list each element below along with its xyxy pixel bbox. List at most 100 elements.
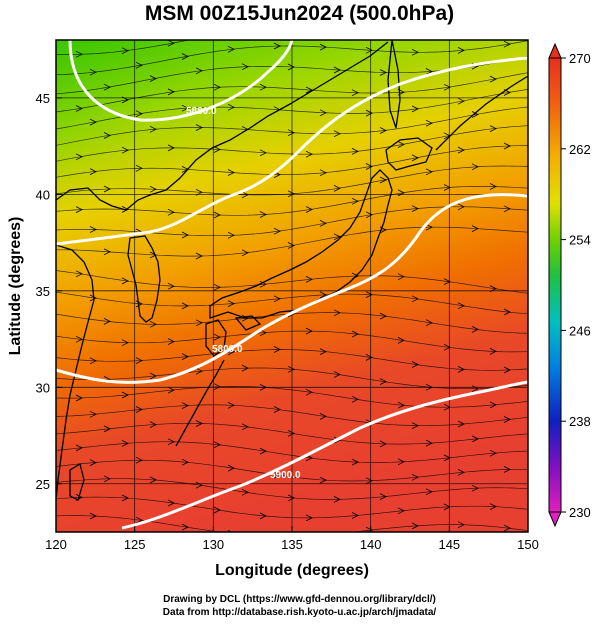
streamline-arrow xyxy=(103,475,111,483)
streamline-arrow xyxy=(75,50,83,58)
streamline-arrow xyxy=(89,357,97,365)
streamline-arrow xyxy=(75,444,83,452)
streamline-arrow xyxy=(287,494,295,502)
streamline-arrow xyxy=(425,439,433,447)
streamline-arrow xyxy=(195,367,203,375)
streamline-arrow xyxy=(167,88,175,96)
temperature-field: 5880.0 5800.0 5900.0 xyxy=(56,23,528,539)
streamline-arrow xyxy=(365,163,373,170)
streamline-arrow xyxy=(471,163,479,171)
contour-labels: 5880.0 5800.0 5900.0 xyxy=(186,106,301,481)
streamline-arrow xyxy=(443,503,451,511)
streamline-arrow xyxy=(444,29,450,35)
streamline-arrow xyxy=(471,385,479,393)
y-axis-label: Latitude (degrees) xyxy=(7,217,24,356)
streamline-arrow xyxy=(489,125,497,132)
streamline-arrow xyxy=(411,205,419,212)
streamline-arrow xyxy=(305,276,313,283)
colorbar-tick-label: 262 xyxy=(569,142,591,157)
streamline-arrow xyxy=(259,149,267,157)
streamline-arrow xyxy=(503,142,511,150)
streamline-arrow xyxy=(213,211,221,219)
streamline-arrow xyxy=(259,447,267,455)
streamline-arrow xyxy=(457,469,465,476)
streamline-arrow xyxy=(443,403,451,411)
streamline-arrow xyxy=(398,28,404,34)
streamline-arrow xyxy=(379,312,387,320)
streamline-arrow xyxy=(411,422,419,429)
streamline-arrow xyxy=(319,348,327,355)
contour-label-5900: 5900.0 xyxy=(270,470,301,481)
streamline-arrow xyxy=(121,440,129,447)
streamline-arrow xyxy=(89,118,97,126)
streamline-arrow xyxy=(425,319,433,327)
streamline-arrow xyxy=(425,168,433,176)
streamline-arrow xyxy=(305,150,313,158)
streamline-arrow xyxy=(103,248,111,256)
streamline-arrow xyxy=(121,339,129,347)
streamline-arrow xyxy=(121,47,129,55)
streamline-arrow xyxy=(365,526,373,532)
streamline-arrow xyxy=(181,353,189,360)
streamline-arrow xyxy=(195,124,203,131)
streamline-arrow xyxy=(457,366,465,373)
streamline-arrow xyxy=(319,413,327,420)
streamline-arrow xyxy=(379,493,387,500)
streamline-arrow xyxy=(167,208,175,216)
contour-label-5800: 5800.0 xyxy=(212,344,243,355)
streamline-arrow xyxy=(259,329,267,337)
streamline-arrow xyxy=(89,226,97,233)
streamline-arrow xyxy=(75,394,83,402)
streamline-arrow xyxy=(397,141,405,148)
streamline-arrow xyxy=(503,40,511,48)
streamline-arrow xyxy=(227,103,235,111)
streamline-arrow xyxy=(319,43,327,51)
streamline-arrow xyxy=(411,48,419,56)
credit-drawing: Drawing by DCL (https://www.gfd-dennou.o… xyxy=(163,594,436,605)
streamline-arrow xyxy=(457,420,465,428)
streamline-arrow xyxy=(365,211,373,219)
x-tick-label: 120 xyxy=(45,537,67,552)
streamline-arrow xyxy=(319,109,327,117)
streamline-arrow xyxy=(213,146,221,153)
streamline-arrow xyxy=(103,132,111,139)
colorbar-tick-label: 238 xyxy=(569,414,591,429)
streamline-arrow xyxy=(149,185,157,193)
streamline-arrow xyxy=(103,185,111,193)
streamline-arrow xyxy=(135,110,143,118)
streamline-arrow xyxy=(227,231,235,239)
credit-data-source: Data from http://database.rish.kyoto-u.a… xyxy=(162,607,437,618)
streamline-arrow xyxy=(443,278,451,285)
streamline-arrow xyxy=(103,83,111,91)
streamline-arrow xyxy=(259,512,267,520)
streamline-arrow xyxy=(306,23,312,29)
y-tick-label: 45 xyxy=(36,91,50,106)
streamline-arrow xyxy=(305,327,313,335)
streamline-arrow xyxy=(287,310,295,318)
streamline-arrow xyxy=(241,191,249,199)
streamline-arrow xyxy=(397,507,405,515)
streamline-arrow xyxy=(457,203,465,211)
streamline-arrow xyxy=(457,97,465,105)
x-tick-label: 150 xyxy=(517,537,539,552)
y-axis: 25 30 35 40 45 xyxy=(36,91,62,492)
contour-5800-line xyxy=(56,193,528,384)
streamline-arrow xyxy=(195,319,203,327)
streamline-arrow xyxy=(75,206,83,213)
streamline-arrow xyxy=(227,300,235,307)
streamline-arrow xyxy=(273,346,281,353)
streamline-arrow xyxy=(274,533,280,539)
streamline-arrow xyxy=(425,68,433,75)
streamline-arrow xyxy=(167,40,175,47)
streamline-arrow xyxy=(287,242,295,249)
streamline-arrow xyxy=(411,473,419,481)
streamline-arrow xyxy=(121,146,129,154)
streamline-arrow xyxy=(241,249,249,257)
streamline-arrow xyxy=(351,330,359,338)
streamline-arrow xyxy=(149,320,157,328)
streamline-arrow xyxy=(89,459,97,466)
streamline-arrow xyxy=(443,83,451,91)
contour-5880-line xyxy=(68,40,294,122)
streamline-arrow xyxy=(121,206,129,213)
streamline-arrow xyxy=(489,503,497,510)
